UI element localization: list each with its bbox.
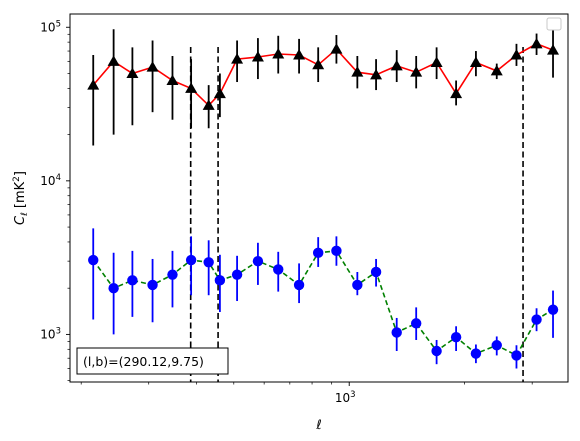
annotation: (l,b)=(290.12,9.75) [76, 347, 229, 375]
annotation-text: (l,b)=(290.12,9.75) [83, 354, 204, 369]
circle-marker [252, 255, 264, 267]
triangle-marker [490, 64, 503, 76]
circle-marker [312, 247, 324, 258]
y-axis-label-unit-sup: 2 [12, 176, 22, 182]
circle-marker [352, 279, 363, 291]
circle-marker [431, 345, 442, 357]
circle-marker [491, 340, 502, 351]
triangle-marker [202, 99, 215, 110]
circle-marker [273, 264, 284, 275]
y-axis-label-unit-close: ] [13, 171, 28, 176]
circle-marker [127, 275, 138, 286]
triangle-marker [410, 66, 423, 77]
triangle-marker [213, 87, 226, 99]
triangle-marker [87, 79, 100, 90]
y-tick-label-base: 10 [40, 174, 55, 188]
triangle-marker [390, 59, 403, 71]
circle-marker [391, 327, 402, 338]
triangle-marker [530, 37, 543, 49]
y-tick-label: 103 [40, 326, 61, 341]
triangle-marker [312, 58, 325, 70]
circle-marker [470, 348, 482, 359]
triangle-marker [231, 53, 244, 64]
x-axis-label: ℓ [315, 418, 321, 433]
y-tick-label: 105 [40, 19, 61, 34]
triangle-marker [185, 82, 198, 93]
triangle-marker [146, 61, 159, 72]
y-axis-label-unit: [mK [13, 181, 28, 212]
circle-marker [214, 275, 226, 286]
triangle-marker [547, 44, 560, 55]
circle-marker [511, 350, 522, 361]
x-axis: 103 [80, 382, 533, 405]
circle-marker [147, 279, 158, 291]
x-tick-label: 103 [335, 390, 356, 405]
y-tick-label-exp: 3 [56, 326, 61, 336]
triangle-marker [126, 67, 139, 78]
circle-marker [547, 304, 559, 315]
legend-box [546, 17, 562, 31]
triangle-marker [330, 43, 343, 54]
y-tick-label-exp: 5 [56, 19, 61, 29]
y-axis-label-sub: ℓ [20, 212, 30, 217]
triangle-marker [450, 87, 463, 99]
y-axis-label-main: C [13, 215, 28, 225]
annotation-box [76, 347, 229, 375]
circle-marker [185, 254, 197, 266]
circle-marker [370, 266, 382, 278]
lower-series [88, 228, 559, 369]
circle-marker [531, 314, 542, 325]
y-tick-label-base: 10 [40, 20, 55, 34]
plot-frame [69, 13, 569, 383]
triangle-marker [351, 66, 364, 77]
circle-marker [293, 279, 305, 291]
y-tick-label: 104 [40, 173, 61, 188]
triangle-marker [107, 55, 120, 66]
y-tick-label-exp: 4 [56, 173, 61, 183]
circle-marker [331, 245, 342, 257]
y-axis-label: Cℓ [mK2] [12, 171, 30, 225]
vertical-lines [189, 47, 524, 382]
circle-marker [88, 254, 99, 266]
circle-marker [410, 318, 422, 329]
circle-marker [450, 331, 462, 343]
circle-marker [167, 269, 178, 280]
upper-series [87, 27, 560, 146]
triangle-marker [370, 68, 383, 80]
x-tick-label-base: 10 [335, 391, 350, 405]
circle-marker [231, 269, 243, 280]
series-group [87, 27, 560, 369]
triangle-marker [251, 51, 264, 62]
circle-marker [203, 257, 214, 268]
y-tick-label-base: 10 [40, 327, 55, 341]
triangle-marker [510, 48, 523, 60]
circle-marker [108, 282, 119, 294]
triangle-marker [293, 48, 306, 60]
x-tick-label-exp: 3 [350, 390, 355, 400]
triangle-marker [469, 56, 482, 67]
triangle-marker [166, 74, 179, 86]
svg-text:Cℓ [mK2]: Cℓ [mK2] [12, 171, 30, 225]
triangle-marker [272, 47, 285, 59]
triangle-marker [430, 56, 443, 67]
